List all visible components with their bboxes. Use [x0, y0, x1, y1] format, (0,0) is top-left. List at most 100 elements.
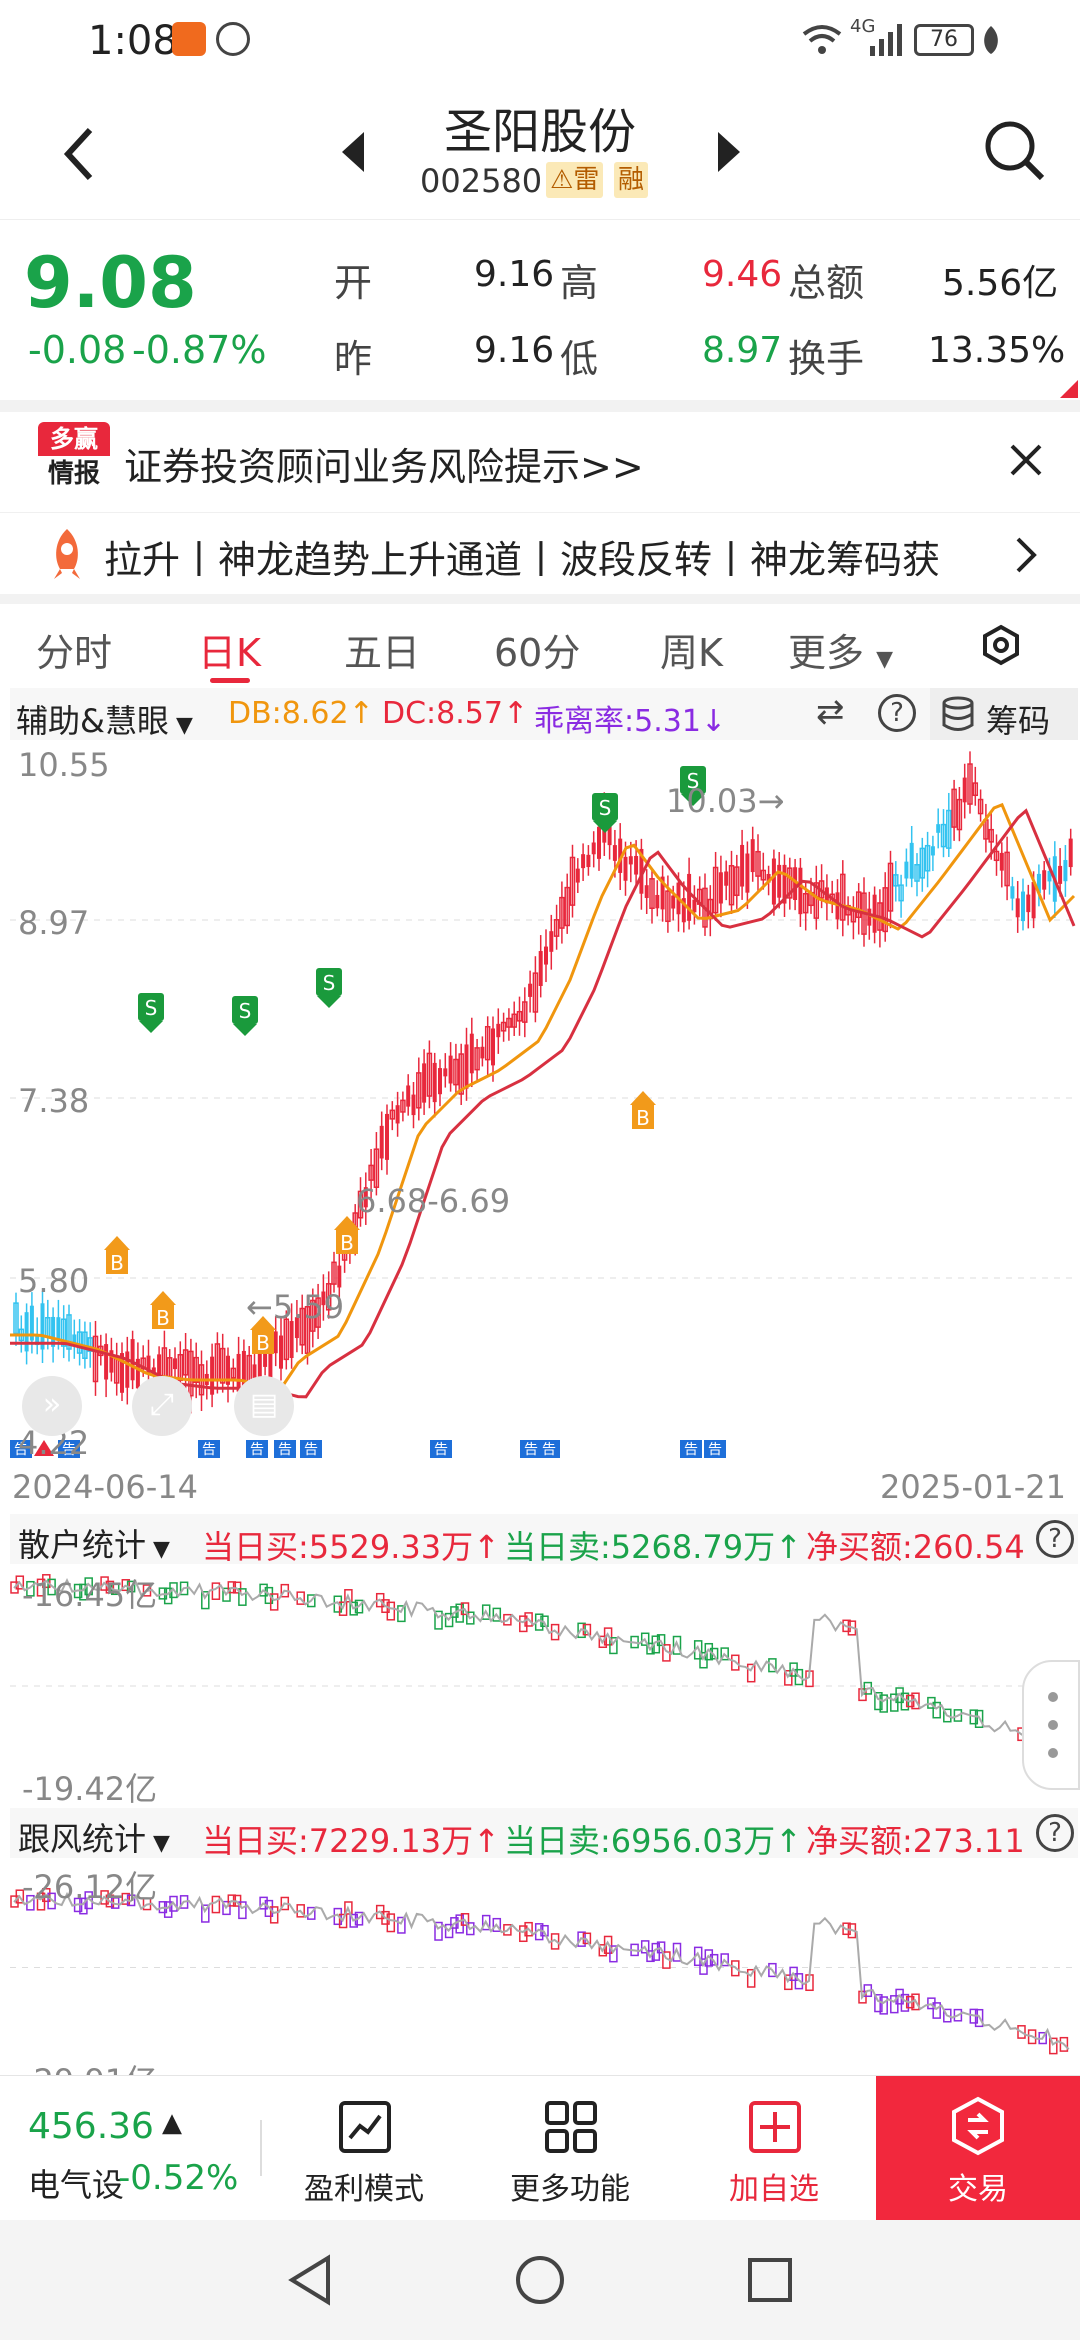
- high-annotation: 10.03→: [666, 782, 785, 820]
- y-tick-label: 10.55: [18, 746, 110, 784]
- close-icon[interactable]: [1006, 440, 1046, 480]
- active-tab-indicator: [210, 678, 250, 683]
- signal-icon: [870, 24, 902, 56]
- chip-label: 筹码: [986, 702, 1051, 740]
- trend-chart-icon: [339, 2101, 391, 2153]
- profit-mode-button[interactable]: 盈利模式: [284, 2076, 444, 2221]
- retail-chart: -16.45亿 -19.42亿: [10, 1566, 1078, 1808]
- tab-weekly-k[interactable]: 周K: [660, 631, 723, 675]
- add-watchlist-button[interactable]: 加自选: [694, 2076, 854, 2221]
- follow-selector[interactable]: 跟风统计 ▼: [18, 1814, 170, 1860]
- tab-daily-k[interactable]: 日K: [198, 631, 261, 675]
- follow-buy: 当日买:7229.13万↑: [202, 1822, 500, 1858]
- y-tick-label: 7.38: [18, 1082, 90, 1120]
- leaf-icon: [984, 26, 998, 54]
- end-date: 2025-01-21: [880, 1468, 1066, 1506]
- swap-icon[interactable]: ⇄: [816, 692, 845, 732]
- svg-text:S: S: [687, 769, 700, 793]
- status-bar: 1:08 4G 76: [0, 0, 1080, 80]
- banner-text: 证券投资顾问业务风险提示>>: [124, 445, 644, 489]
- fast-forward-button[interactable]: »: [22, 1376, 82, 1436]
- help-icon[interactable]: ?: [1036, 1520, 1074, 1558]
- tab-more-label: 更多: [788, 631, 865, 675]
- help-icon[interactable]: ?: [1036, 1814, 1074, 1852]
- trade-label: 交易: [948, 2172, 1008, 2207]
- side-menu-handle[interactable]: [1022, 1660, 1080, 1790]
- divider: [0, 594, 1080, 604]
- retail-selector[interactable]: 散户统计 ▼: [18, 1520, 170, 1566]
- app-notification-icon: [172, 22, 206, 56]
- follow-label: 跟风统计: [18, 1820, 147, 1858]
- settings-icon[interactable]: [980, 624, 1022, 666]
- amount-label: 总额: [788, 261, 865, 305]
- svg-text:告: 告: [278, 1442, 292, 1458]
- prev-close-label: 昨: [334, 337, 373, 381]
- svg-text:S: S: [145, 996, 158, 1020]
- chart-period-tabs: 分时 日K 五日 60分 周K 更多 ▼: [0, 604, 1080, 684]
- turnover-label: 换手: [788, 337, 865, 381]
- follow-chart: -26.12亿 -29.91亿: [10, 1860, 1078, 2075]
- svg-text:告: 告: [250, 1442, 264, 1458]
- index-name: 电气设: [28, 2166, 125, 2204]
- tab-60min[interactable]: 60分: [494, 631, 581, 675]
- tab-five-day[interactable]: 五日: [344, 631, 421, 675]
- strategy-ticker[interactable]: 拉升丨神龙趋势上升通道丨波段反转丨神龙筹码获: [0, 512, 1080, 594]
- tab-more[interactable]: 更多 ▼: [788, 622, 893, 677]
- nav-home-icon[interactable]: [514, 2254, 566, 2306]
- low-value: 8.97: [702, 330, 783, 371]
- svg-text:B: B: [340, 1231, 354, 1255]
- fullscreen-button[interactable]: ⤢: [132, 1376, 192, 1436]
- prev-stock-icon[interactable]: [340, 130, 366, 174]
- status-time: 1:08: [88, 18, 178, 64]
- thunder-warning-tag[interactable]: ⚠雷: [546, 162, 604, 198]
- chip-button[interactable]: 筹码: [930, 688, 1078, 740]
- more-functions-button[interactable]: 更多功能: [490, 2076, 650, 2221]
- dropdown-icon: ▼: [146, 1537, 170, 1562]
- y-tick-label: 8.97: [18, 904, 90, 942]
- profit-mode-label: 盈利模式: [304, 2172, 424, 2207]
- retail-bottom-label: -19.42亿: [22, 1770, 158, 1808]
- chevron-right-icon[interactable]: [1014, 535, 1040, 575]
- battery-icon: 76: [914, 24, 974, 56]
- start-date: 2024-06-14: [12, 1468, 198, 1506]
- follow-stats-bar: 跟风统计 ▼ 当日买:7229.13万↑ 当日卖:6956.03万↑ 净买额:2…: [10, 1808, 1078, 1858]
- indicator-name: 辅助&慧眼: [16, 702, 169, 740]
- divider: [260, 2120, 262, 2176]
- retail-top-label: -16.45亿: [22, 1576, 158, 1614]
- back-arrow-icon[interactable]: [60, 124, 100, 184]
- tab-intraday[interactable]: 分时: [36, 631, 113, 675]
- margin-tag[interactable]: 融: [614, 162, 649, 198]
- y-tick-label: 5.80: [18, 1262, 90, 1300]
- dropdown-icon: ▼: [168, 713, 193, 738]
- stock-header: 圣阳股份 002580 ⚠雷 融: [0, 80, 1080, 220]
- follow-bottom-label: -29.91亿: [22, 2056, 157, 2075]
- ticker-text: 拉升丨神龙趋势上升通道丨波段反转丨神龙筹码获: [104, 538, 941, 579]
- sector-index[interactable]: 456.36 ▲ 电气设 -0.52%: [0, 2076, 250, 2221]
- nav-back-icon[interactable]: [286, 2254, 334, 2306]
- retail-sell: 当日卖:5268.79万↑: [504, 1528, 802, 1564]
- open-value: 9.16: [474, 254, 555, 295]
- price-change: -0.08: [28, 328, 127, 372]
- open-label: 开: [334, 261, 373, 305]
- trade-button[interactable]: 交易: [876, 2076, 1080, 2221]
- trade-icon: [952, 2096, 1004, 2156]
- rocket-icon: [54, 529, 80, 579]
- nav-recents-icon[interactable]: [746, 2256, 794, 2304]
- search-icon[interactable]: [982, 118, 1046, 182]
- divider: [0, 400, 1080, 412]
- price-change-pct: -0.87%: [132, 328, 267, 372]
- retail-values: 当日买:5529.33万↑ 当日卖:5268.79万↑ 净买额:260.54: [202, 1514, 1026, 1564]
- plus-box-icon: [749, 2101, 801, 2153]
- retail-stats-bar: 散户统计 ▼ 当日买:5529.33万↑ 当日卖:5268.79万↑ 净买额:2…: [10, 1514, 1078, 1564]
- low-annotation-value: 5.59: [272, 1288, 345, 1326]
- indicator-selector[interactable]: 辅助&慧眼 ▼: [16, 696, 193, 742]
- svg-text:B: B: [156, 1306, 170, 1330]
- help-icon[interactable]: ?: [878, 694, 916, 732]
- corner-triangle-icon: [1060, 380, 1078, 398]
- calendar-button[interactable]: ▤: [234, 1376, 294, 1436]
- next-stock-icon[interactable]: [716, 130, 742, 174]
- risk-banner[interactable]: 多赢 情报 证券投资顾问业务风险提示>>: [0, 412, 1080, 512]
- bias-value: 乖离率:5.31↓: [534, 704, 727, 739]
- logo-top: 多赢: [38, 422, 110, 456]
